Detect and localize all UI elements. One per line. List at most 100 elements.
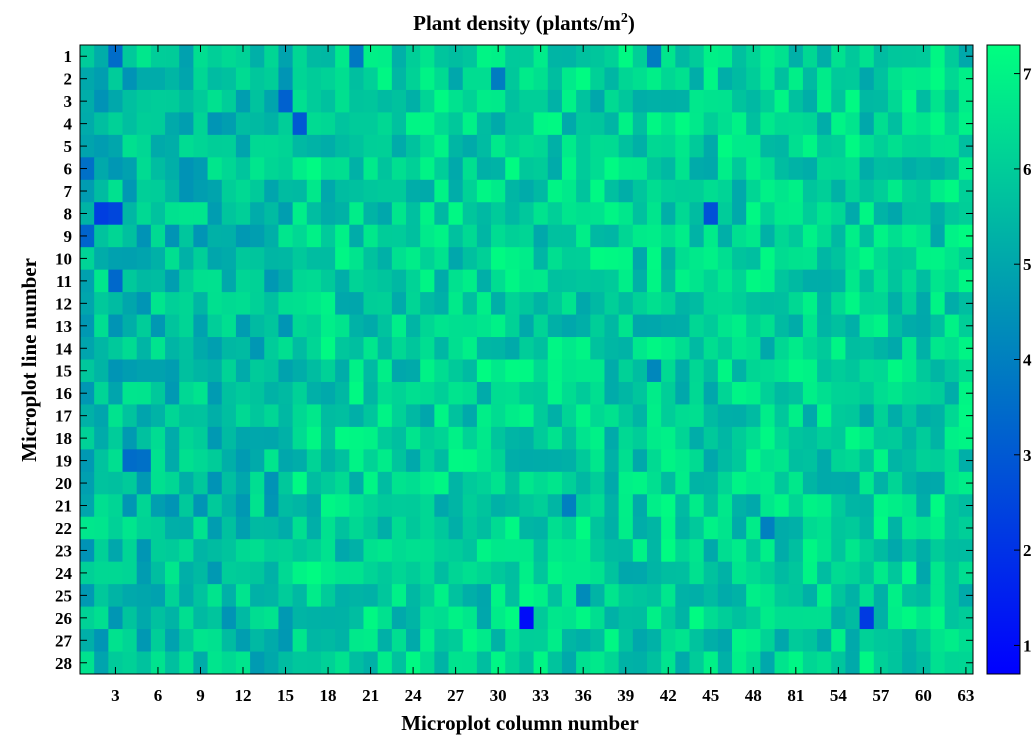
heatmap-cell [703,269,719,293]
heatmap-cell [292,202,308,226]
heatmap-cell [760,292,775,315]
heatmap-cell [576,381,591,405]
heatmap-cell [207,314,223,338]
heatmap-cell [207,247,223,271]
heatmap-cell [590,247,605,271]
heatmap-cell [377,629,393,652]
heatmap-cell [689,179,705,203]
heatmap-cell [448,112,464,136]
heatmap-cell [533,292,549,315]
heatmap-cell [760,67,775,91]
heatmap-cell [831,404,846,428]
heatmap-cell [434,584,449,607]
heatmap-cell [94,314,109,338]
heatmap-cell [604,516,620,540]
heatmap-cell [80,292,95,315]
heatmap-cell [746,381,761,405]
heatmap-cell [774,651,790,675]
heatmap-cell [944,89,960,113]
heatmap-cell [802,247,818,271]
heatmap-cell [306,561,322,585]
heatmap-cell [873,606,889,630]
heatmap-cell [122,314,138,338]
heatmap-cell [930,651,946,675]
x-tick-label: 48 [745,686,762,705]
heatmap-cell [561,247,577,271]
heatmap-cell [887,269,903,293]
heatmap-cell [547,381,563,405]
heatmap-cell [448,134,464,158]
heatmap-cell [476,494,492,518]
heatmap-cell [250,67,265,91]
heatmap-cell [845,157,860,181]
heatmap-cell [590,202,605,226]
heatmap-cell [193,337,208,360]
heatmap-cell [320,269,336,293]
heatmap-cell [420,89,435,113]
heatmap-cell [80,381,95,405]
heatmap-cell [547,179,563,203]
heatmap-cell [476,606,492,630]
heatmap-cell [817,89,832,113]
heatmap-cell [760,426,775,450]
heatmap-cell [476,539,492,563]
heatmap-cell [845,202,860,226]
heatmap-cell [802,561,818,585]
heatmap-cell [476,561,492,585]
heatmap-cell [519,269,534,293]
heatmap-cell [363,404,379,428]
heatmap-cell [831,89,846,113]
heatmap-cell [278,426,294,450]
heatmap-cell [788,494,804,518]
heatmap-cell [689,381,705,405]
heatmap-cell [732,247,747,271]
heatmap-cell [165,359,180,383]
heatmap-cell [930,561,946,585]
heatmap-cell [193,494,208,518]
heatmap-cell [547,651,563,675]
heatmap-cell [406,426,421,450]
heatmap-cell [817,269,832,293]
heatmap-cell [250,45,265,68]
heatmap-cell [746,157,761,181]
heatmap-cell [618,269,634,293]
heatmap-cell [420,471,435,495]
heatmap-cell [420,516,435,540]
heatmap-cell [944,584,960,607]
heatmap-cell [179,539,194,563]
heatmap-cell [108,67,123,91]
heatmap-cell [122,584,138,607]
heatmap-cell [859,269,875,293]
heatmap-cell [391,179,407,203]
heatmap-cell [703,561,719,585]
heatmap-cell [491,494,506,518]
heatmap-cell [80,449,95,473]
heatmap-cell [377,202,393,226]
heatmap-cell [689,629,705,652]
heatmap-cell [278,651,294,675]
heatmap-cell [122,494,138,518]
heatmap-cell [873,471,889,495]
heatmap-cell [604,471,620,495]
heatmap-cell [746,269,761,293]
heatmap-cell [278,179,294,203]
heatmap-cell [675,134,690,158]
heatmap-cell [831,179,846,203]
heatmap-cell [505,314,520,338]
heatmap-cell [845,629,860,652]
heatmap-cell [420,494,435,518]
heatmap-cell [547,67,563,91]
heatmap-cell [335,292,350,315]
heatmap-cell [306,224,322,248]
heatmap-cell [732,426,747,450]
heatmap-cell [916,516,931,540]
heatmap-cell [476,516,492,540]
heatmap-cell [703,292,719,315]
heatmap-cell [80,629,95,652]
heatmap-cell [703,651,719,675]
heatmap-cell [235,134,251,158]
heatmap-cell [533,247,549,271]
heatmap-cell [618,516,634,540]
heatmap-cell [150,292,166,315]
heatmap-cell [732,471,747,495]
